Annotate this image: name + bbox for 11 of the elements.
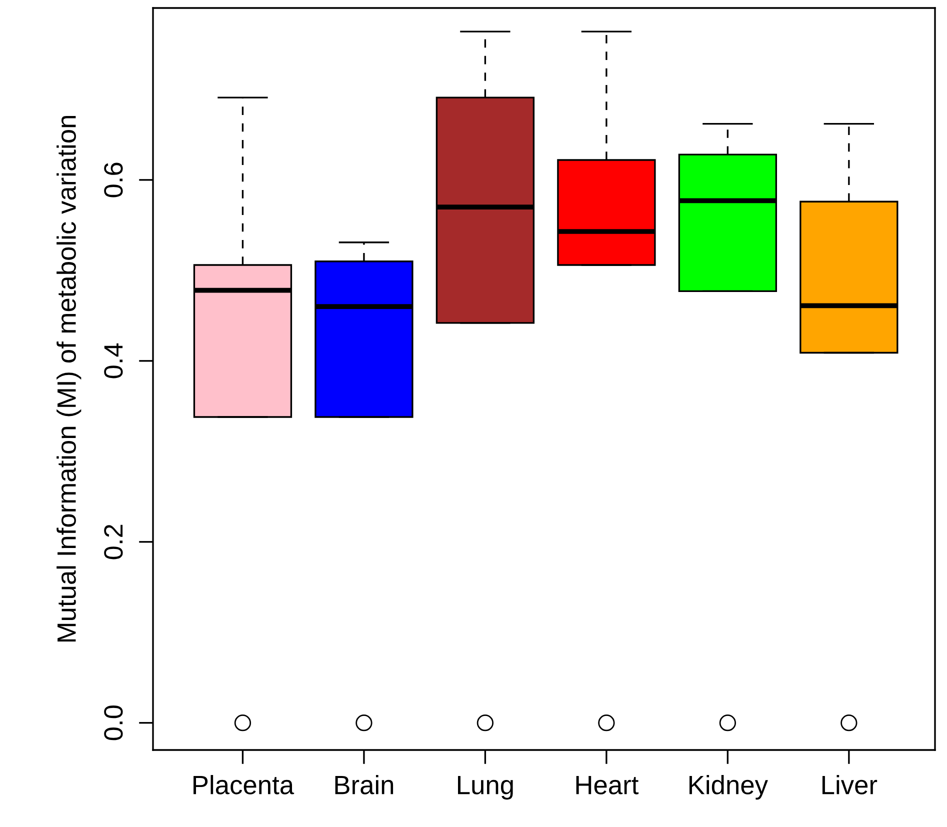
y-axis-title: Mutual Information (MI) of metabolic variation [56,116,82,642]
x-tick-label: Heart [576,776,639,794]
y-tick-label: 0.0 [104,706,123,740]
y-tick-label: 0.6 [104,162,123,198]
y-tick-label: 0.4 [104,343,123,378]
x-tick-label: Brain [335,775,394,794]
x-tick-label: Placenta [194,775,294,794]
y-tick-label: 0.2 [104,524,123,560]
x-tick-label: Kidney [690,775,768,800]
x-tick-label: Lung [458,776,513,800]
x-tick-label: Liver [822,775,878,794]
